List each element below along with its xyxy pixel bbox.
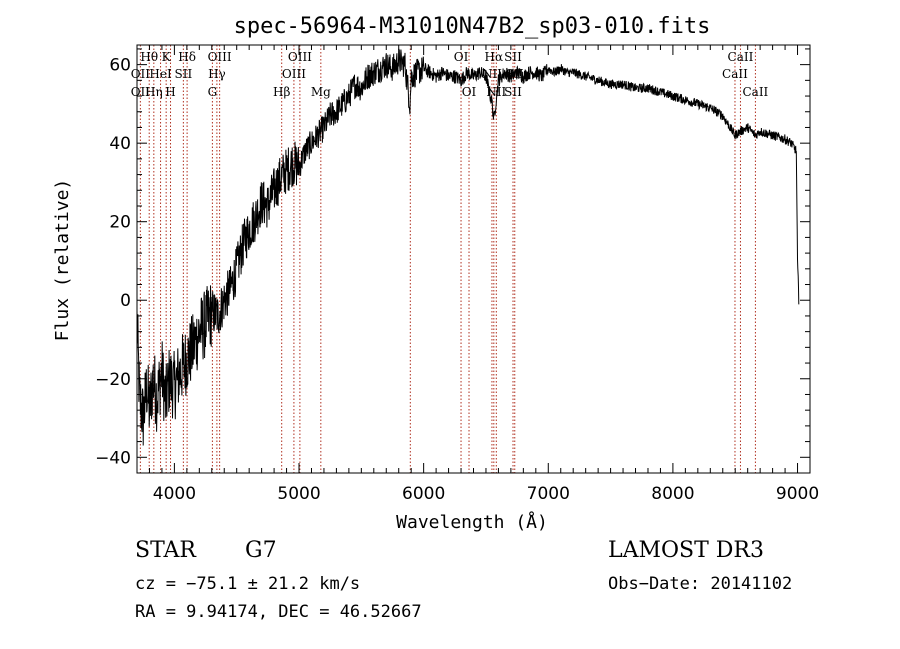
y-tick-label: 40 xyxy=(109,134,131,154)
line-label-CaII: CaII xyxy=(742,85,768,99)
line-label-Mg: Mg xyxy=(311,85,331,99)
y-tick-label: 20 xyxy=(109,213,131,233)
line-label-OIII: OIII xyxy=(288,50,312,64)
line-label-SII: SII xyxy=(175,67,193,81)
emission-line-markers xyxy=(139,45,756,473)
y-tick-label: −40 xyxy=(95,448,131,468)
x-tick-label: 9000 xyxy=(776,484,819,504)
object-class: STAR xyxy=(135,538,196,563)
redshift-readout: cz = −75.1 ± 21.2 km/s xyxy=(135,574,361,594)
line-label-OI: OI xyxy=(454,50,469,64)
line-label-K: K xyxy=(162,50,172,64)
object-subclass: G7 xyxy=(245,538,277,563)
x-axis-label: Wavelength (Å) xyxy=(396,511,548,533)
line-label-CaII: CaII xyxy=(722,67,748,81)
x-tick-label: 8000 xyxy=(651,484,694,504)
line-label-HeI: HeI xyxy=(149,67,172,81)
coordinates: RA = 9.94174, DEC = 46.52667 xyxy=(135,602,422,622)
line-label-SII: SII xyxy=(504,50,522,64)
x-tick-label: 7000 xyxy=(527,484,570,504)
y-tick-label: 60 xyxy=(109,56,131,76)
obs-date: Obs−Date: 20141102 xyxy=(608,574,793,594)
chart-title: spec-56964-M31010N47B2_sp03-010.fits xyxy=(234,14,711,39)
line-label-H: H xyxy=(165,85,175,99)
line-label-OII: OII xyxy=(131,67,151,81)
y-tick-label: 0 xyxy=(120,291,131,311)
line-label-OI: OI xyxy=(462,85,477,99)
line-label-OIII: OIII xyxy=(282,67,306,81)
line-label-Hβ: Hβ xyxy=(273,85,290,99)
line-label-OII: OII xyxy=(131,85,151,99)
survey-name: LAMOST DR3 xyxy=(608,538,764,563)
line-label-OIII: OIII xyxy=(208,50,232,64)
x-tick-label: 5000 xyxy=(277,484,320,504)
line-label-NII: NII xyxy=(482,67,502,81)
x-tick-label: 6000 xyxy=(402,484,445,504)
line-label-Hη: Hη xyxy=(145,85,163,99)
y-tick-label: −20 xyxy=(95,370,131,390)
line-label-NII: NII xyxy=(486,85,506,99)
line-label-CaII: CaII xyxy=(728,50,754,64)
line-label-Hγ: Hγ xyxy=(208,67,226,81)
x-tick-label: 4000 xyxy=(153,484,196,504)
line-label-Hδ: Hδ xyxy=(178,50,196,64)
line-label-Hθ: Hθ xyxy=(140,50,158,64)
line-label-SII: SII xyxy=(506,67,524,81)
spectrum-line xyxy=(136,48,800,446)
x-axis-ticks: 4000 5000 6000 7000 8000 9000 xyxy=(136,45,819,504)
line-label-G: G xyxy=(208,85,218,99)
line-label-SII: SII xyxy=(504,85,522,99)
y-axis-ticks: −40 −20 0 20 40 60 xyxy=(95,48,810,468)
y-axis-label: Flux (relative) xyxy=(52,179,73,342)
line-label-Hα: Hα xyxy=(485,50,504,64)
spectrum-series xyxy=(136,48,800,446)
